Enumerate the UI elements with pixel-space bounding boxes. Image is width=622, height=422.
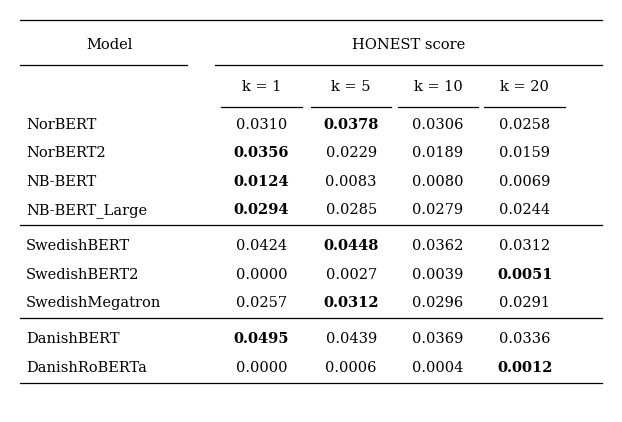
Text: SwedishMegatron: SwedishMegatron <box>26 296 162 310</box>
Text: 0.0027: 0.0027 <box>326 268 377 282</box>
Text: 0.0312: 0.0312 <box>499 239 550 253</box>
Text: 0.0369: 0.0369 <box>412 332 463 346</box>
Text: HONEST score: HONEST score <box>352 38 465 52</box>
Text: SwedishBERT2: SwedishBERT2 <box>26 268 139 282</box>
Text: 0.0336: 0.0336 <box>499 332 550 346</box>
Text: 0.0285: 0.0285 <box>326 203 377 217</box>
Text: 0.0291: 0.0291 <box>499 296 550 310</box>
Text: NorBERT: NorBERT <box>26 118 96 132</box>
Text: 0.0296: 0.0296 <box>412 296 463 310</box>
Text: k = 5: k = 5 <box>332 80 371 95</box>
Text: 0.0257: 0.0257 <box>236 296 287 310</box>
Text: k = 20: k = 20 <box>500 80 549 95</box>
Text: 0.0310: 0.0310 <box>236 118 287 132</box>
Text: 0.0080: 0.0080 <box>412 175 463 189</box>
Text: 0.0004: 0.0004 <box>412 361 463 375</box>
Text: DanishRoBERTa: DanishRoBERTa <box>26 361 147 375</box>
Text: DanishBERT: DanishBERT <box>26 332 119 346</box>
Text: 0.0006: 0.0006 <box>325 361 377 375</box>
Text: 0.0439: 0.0439 <box>326 332 377 346</box>
Text: k = 1: k = 1 <box>242 80 281 95</box>
Text: 0.0258: 0.0258 <box>499 118 550 132</box>
Text: NorBERT2: NorBERT2 <box>26 146 106 160</box>
Text: k = 10: k = 10 <box>414 80 462 95</box>
Text: 0.0495: 0.0495 <box>234 332 289 346</box>
Text: 0.0306: 0.0306 <box>412 118 463 132</box>
Text: NB-BERT: NB-BERT <box>26 175 96 189</box>
Text: SwedishBERT: SwedishBERT <box>26 239 130 253</box>
Text: 0.0069: 0.0069 <box>499 175 550 189</box>
Text: 0.0279: 0.0279 <box>412 203 463 217</box>
Text: 0.0124: 0.0124 <box>234 175 289 189</box>
Text: 0.0244: 0.0244 <box>499 203 550 217</box>
Text: 0.0362: 0.0362 <box>412 239 463 253</box>
Text: 0.0000: 0.0000 <box>236 268 287 282</box>
Text: 0.0424: 0.0424 <box>236 239 287 253</box>
Text: Model: Model <box>86 38 133 52</box>
Text: 0.0083: 0.0083 <box>325 175 377 189</box>
Text: 0.0448: 0.0448 <box>323 239 379 253</box>
Text: 0.0051: 0.0051 <box>497 268 552 282</box>
Text: 0.0229: 0.0229 <box>326 146 377 160</box>
Text: 0.0000: 0.0000 <box>236 361 287 375</box>
Text: 0.0012: 0.0012 <box>497 361 552 375</box>
Text: 0.0039: 0.0039 <box>412 268 463 282</box>
Text: 0.0356: 0.0356 <box>234 146 289 160</box>
Text: 0.0159: 0.0159 <box>499 146 550 160</box>
Text: 0.0378: 0.0378 <box>323 118 379 132</box>
Text: 0.0312: 0.0312 <box>323 296 379 310</box>
Text: NB-BERT_Large: NB-BERT_Large <box>26 203 147 218</box>
Text: 0.0189: 0.0189 <box>412 146 463 160</box>
Text: 0.0294: 0.0294 <box>234 203 289 217</box>
